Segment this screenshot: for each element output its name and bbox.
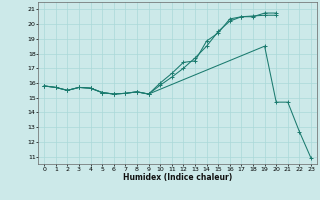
X-axis label: Humidex (Indice chaleur): Humidex (Indice chaleur)	[123, 173, 232, 182]
